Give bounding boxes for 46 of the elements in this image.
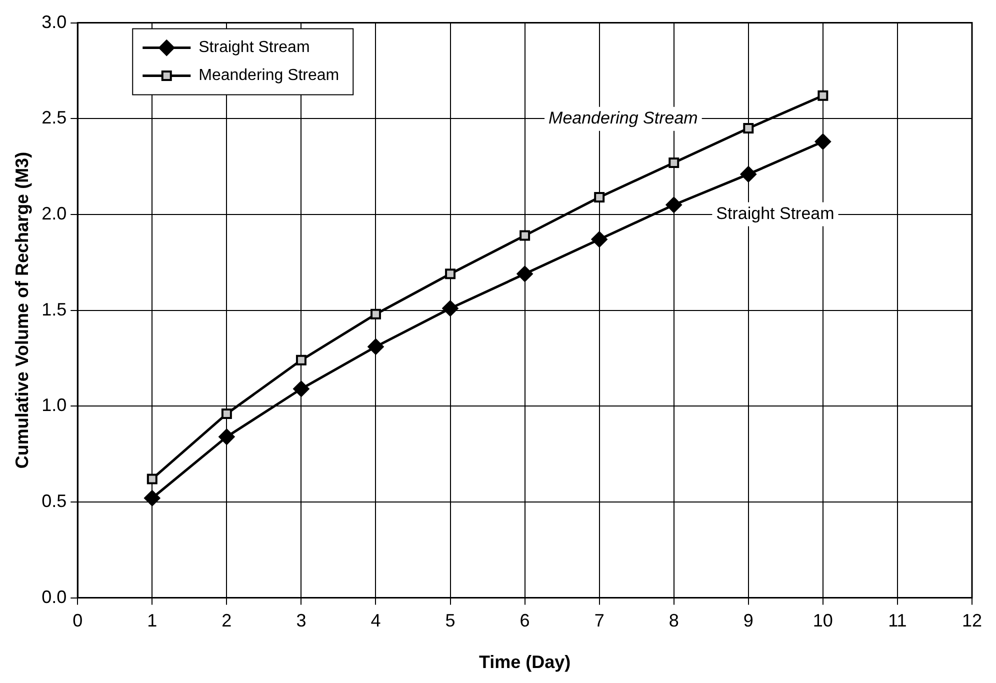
point [668,157,680,168]
point [296,354,306,366]
y-tick-label: 1.0 [42,395,67,416]
annotation: Meandering Stream [548,108,698,128]
y-axis-title: Cumulative Volume of Recharge (M3) [12,152,32,469]
x-tick-label: 11 [888,610,907,631]
point [368,338,384,355]
x-tick-label: 7 [594,610,604,631]
x-tick-label: 1 [147,610,158,631]
y-tick-label: 1.5 [42,299,67,320]
x-tick-label: 0 [72,610,83,631]
annotation: Straight Stream [716,204,834,223]
point [445,268,456,280]
point [293,380,310,397]
point [516,266,533,282]
y-tick-label: 3.0 [42,12,67,32]
point [818,90,828,101]
point [520,230,530,241]
x-tick-label: 10 [812,610,833,631]
point [442,300,458,316]
point [666,196,682,213]
legend-label: Straight Stream [198,39,310,56]
x-tick-label: 9 [743,610,754,631]
y-tick-label: 2.0 [42,203,67,224]
point [146,474,158,484]
x-tick-label: 4 [370,610,381,631]
y-tick-label: 2.5 [42,108,67,128]
point [594,192,605,202]
point [740,166,756,182]
x-tick-label: 12 [962,610,982,631]
y-tick-label: 0.0 [42,586,67,607]
x-tick-label: 2 [222,610,232,631]
point [218,428,235,445]
x-axis-title: Time (Day) [478,652,571,672]
point [814,134,831,150]
x-tick-label: 5 [445,610,456,631]
point [591,231,608,248]
x-tick-label: 8 [668,610,679,631]
point [743,122,754,134]
legend-label: Meandering Stream [198,67,340,84]
x-tick-label: 3 [296,610,306,631]
y-tick-label: 0.5 [42,490,67,511]
x-tick-label: 6 [520,610,530,631]
point [370,308,381,320]
point [221,408,232,420]
point [144,490,160,506]
